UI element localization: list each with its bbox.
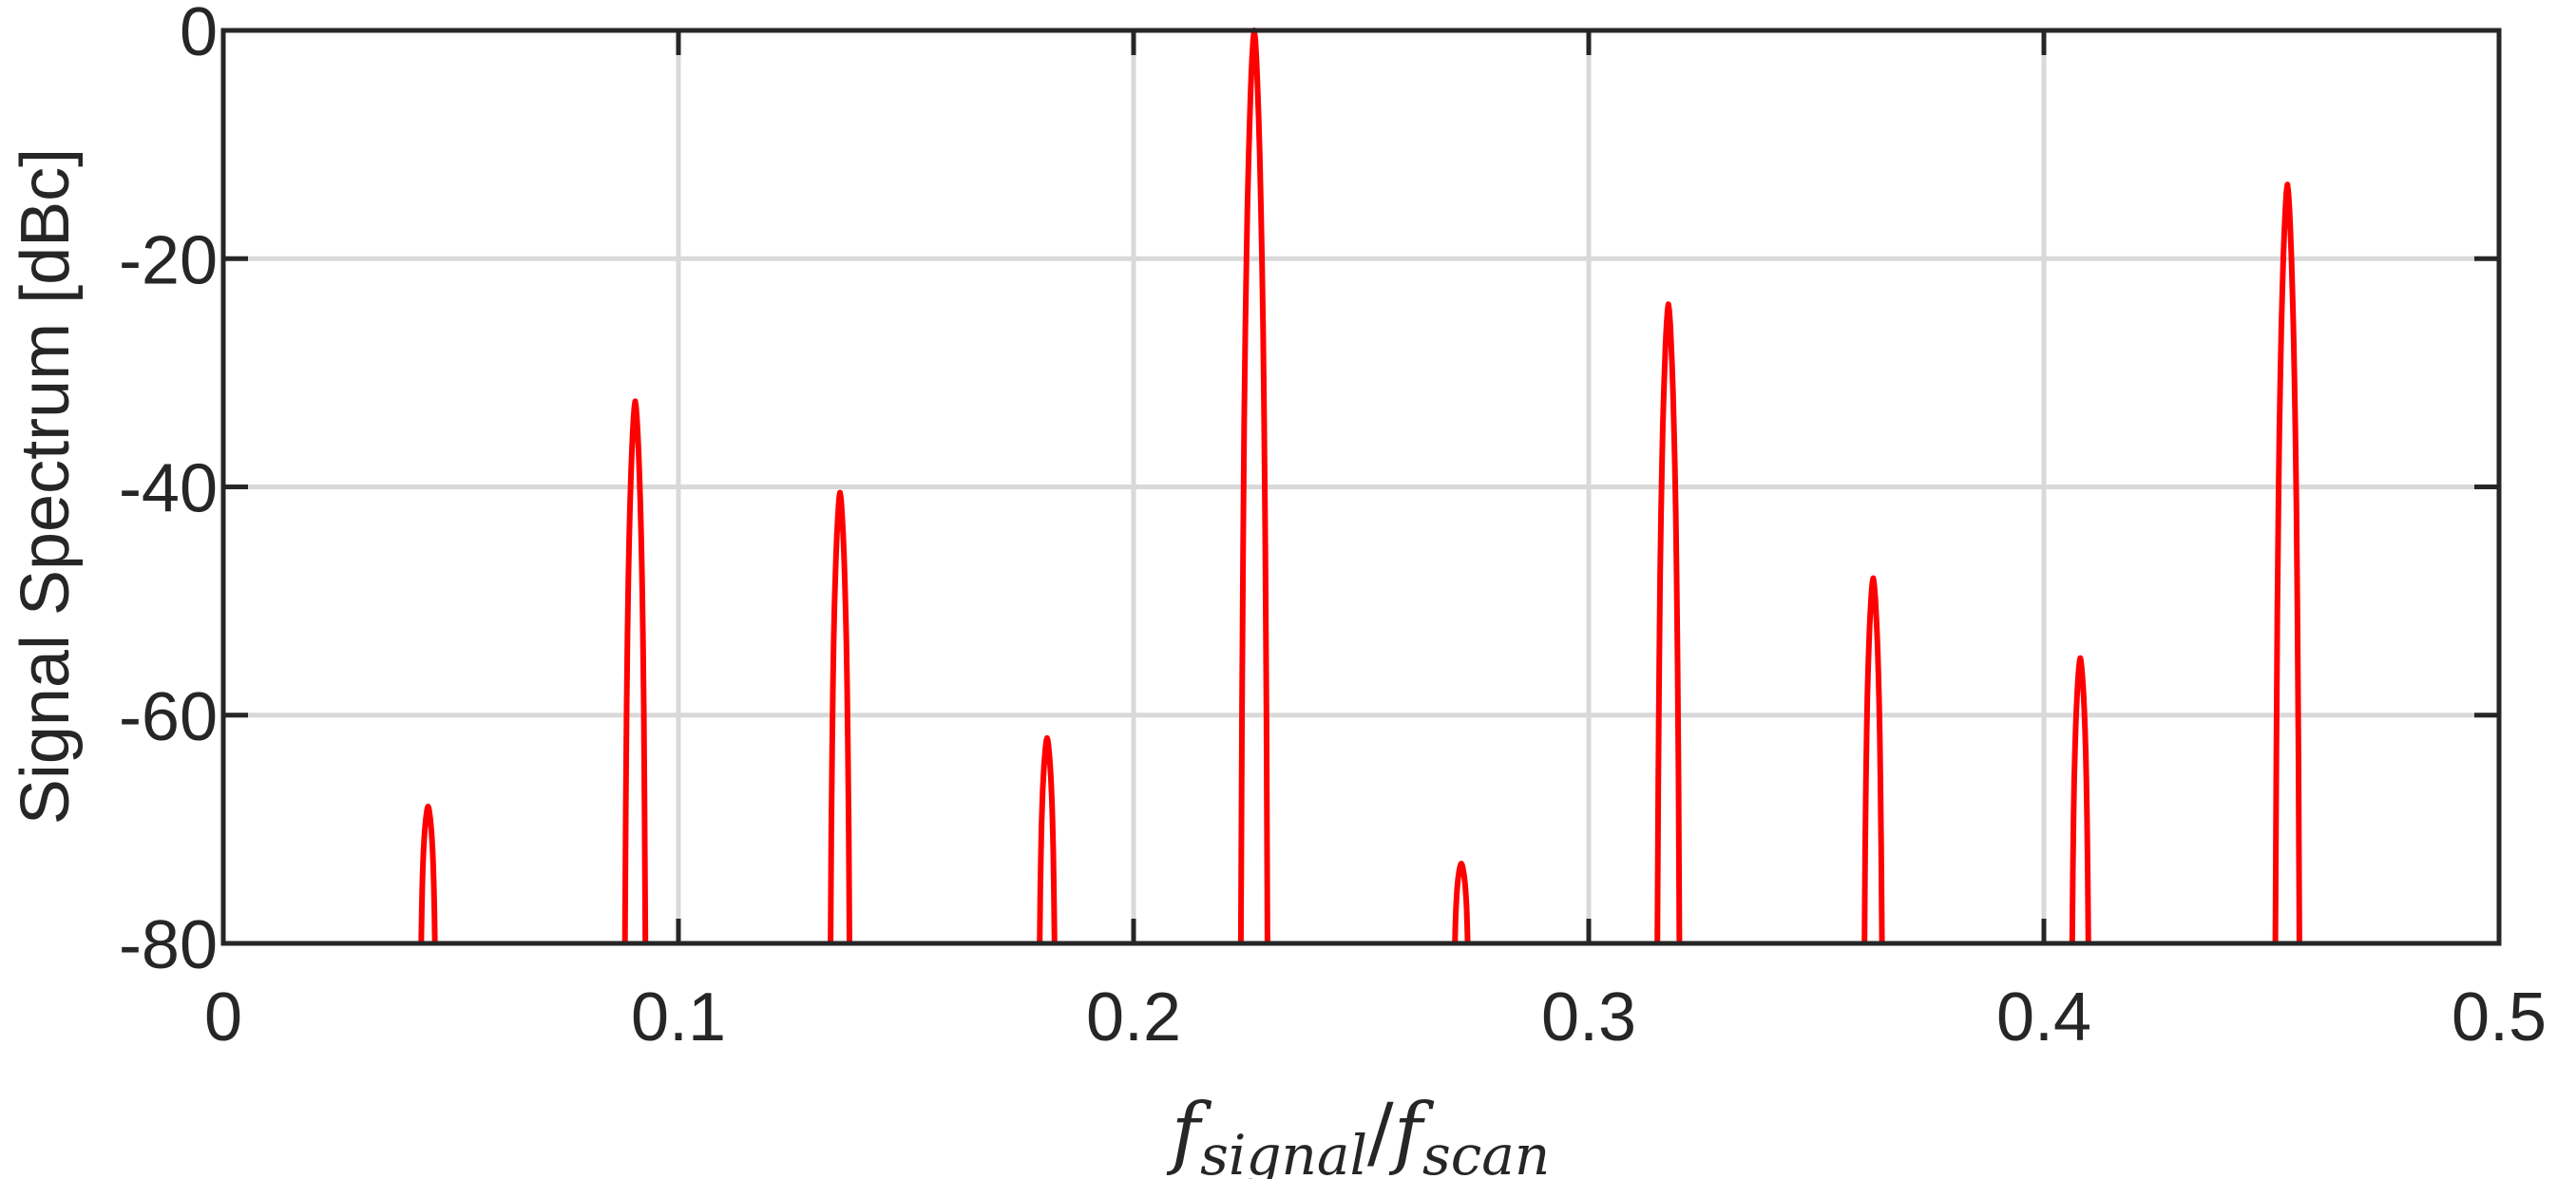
y-tick-label: 0 <box>180 0 218 70</box>
x-axis-label: fsignal/fscan <box>1166 1088 1550 1179</box>
x-tick-labels: 0 0.1 0.2 0.3 0.4 0.5 <box>204 979 2547 1055</box>
spectrum-peak <box>1037 734 1058 944</box>
spectrum-peak <box>828 489 852 944</box>
y-tick-label: -60 <box>119 679 218 755</box>
spectrum-peak <box>2272 181 2302 944</box>
x-axis-label-main-sub: signal <box>1200 1123 1367 1179</box>
plot-frame <box>220 28 2502 946</box>
spectrum-peak <box>1452 860 1471 944</box>
grid-lines <box>223 30 2499 943</box>
x-tick-label: 0.1 <box>631 979 726 1055</box>
spectrum-peak <box>2069 655 2091 944</box>
y-tick-label: -80 <box>119 907 218 983</box>
x-tick-label: 0.5 <box>2452 979 2547 1055</box>
x-axis-label-separator: / <box>1367 1088 1394 1178</box>
x-tick-label: 0.2 <box>1086 979 1181 1055</box>
series-layer <box>418 28 2302 944</box>
spectrum-peak <box>1654 301 1683 944</box>
x-tick-label: 0.4 <box>1996 979 2091 1055</box>
y-tick-label: -20 <box>119 222 218 298</box>
y-tick-label: -40 <box>119 451 218 527</box>
spectrum-peak <box>621 398 649 944</box>
y-axis-label: Signal Spectrum [dBc] <box>8 148 84 825</box>
x-axis-label-denom-sub: scan <box>1422 1123 1550 1179</box>
spectrum-peak <box>418 803 438 944</box>
x-tick-label: 0 <box>204 979 242 1055</box>
x-tick-label: 0.3 <box>1541 979 1636 1055</box>
spectrum-peak <box>1861 575 1885 944</box>
y-tick-labels: 0 -20 -40 -60 -80 <box>119 0 218 983</box>
